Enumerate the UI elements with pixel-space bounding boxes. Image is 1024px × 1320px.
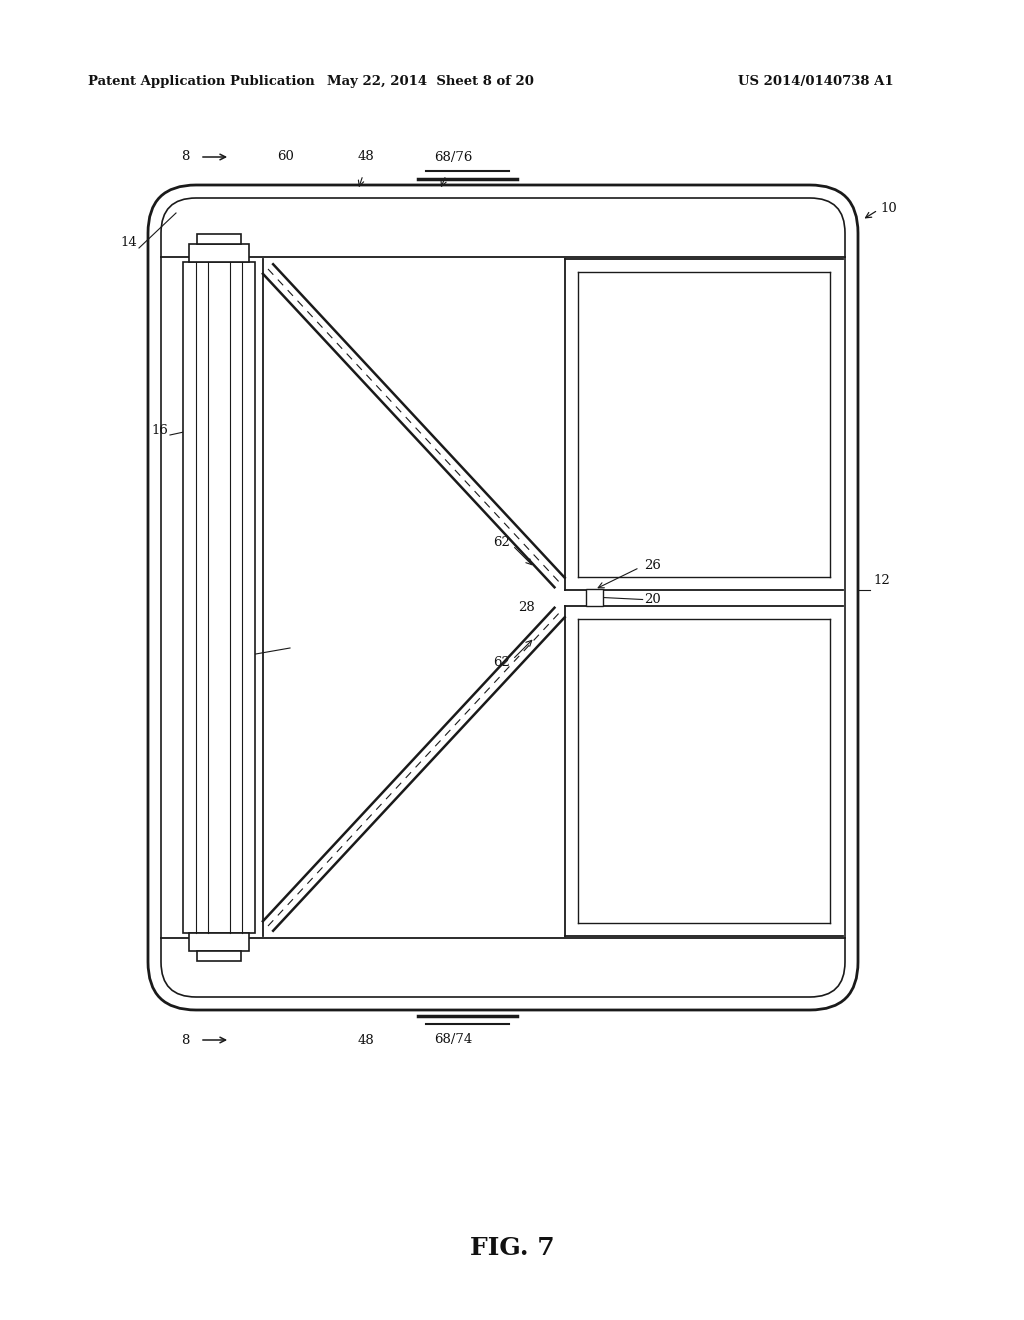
Bar bbox=[586, 589, 603, 606]
Text: FIG. 7: FIG. 7 bbox=[470, 1236, 554, 1261]
Text: 28: 28 bbox=[518, 601, 535, 614]
Bar bbox=[197, 950, 241, 961]
Text: 68/74: 68/74 bbox=[434, 1034, 472, 1047]
Text: 68/76: 68/76 bbox=[434, 150, 472, 164]
Bar bbox=[183, 261, 255, 933]
Bar bbox=[189, 933, 249, 950]
Bar bbox=[197, 234, 241, 244]
Text: 48: 48 bbox=[357, 1034, 375, 1047]
Text: May 22, 2014  Sheet 8 of 20: May 22, 2014 Sheet 8 of 20 bbox=[327, 75, 534, 88]
Text: 8: 8 bbox=[181, 150, 190, 164]
Text: 26: 26 bbox=[644, 558, 662, 572]
Text: Patent Application Publication: Patent Application Publication bbox=[88, 75, 314, 88]
Text: US 2014/0140738 A1: US 2014/0140738 A1 bbox=[738, 75, 894, 88]
Text: 60: 60 bbox=[278, 150, 295, 164]
Text: 8: 8 bbox=[181, 1034, 190, 1047]
Text: 20: 20 bbox=[644, 593, 662, 606]
Text: 10: 10 bbox=[880, 202, 897, 214]
Text: 62: 62 bbox=[493, 656, 510, 669]
Text: 48: 48 bbox=[357, 150, 375, 164]
Bar bbox=[189, 244, 249, 261]
Text: 14: 14 bbox=[120, 235, 137, 248]
Text: 16: 16 bbox=[152, 424, 168, 437]
Text: 62: 62 bbox=[493, 536, 510, 549]
Text: 64: 64 bbox=[228, 653, 245, 667]
Text: 12: 12 bbox=[873, 573, 890, 586]
